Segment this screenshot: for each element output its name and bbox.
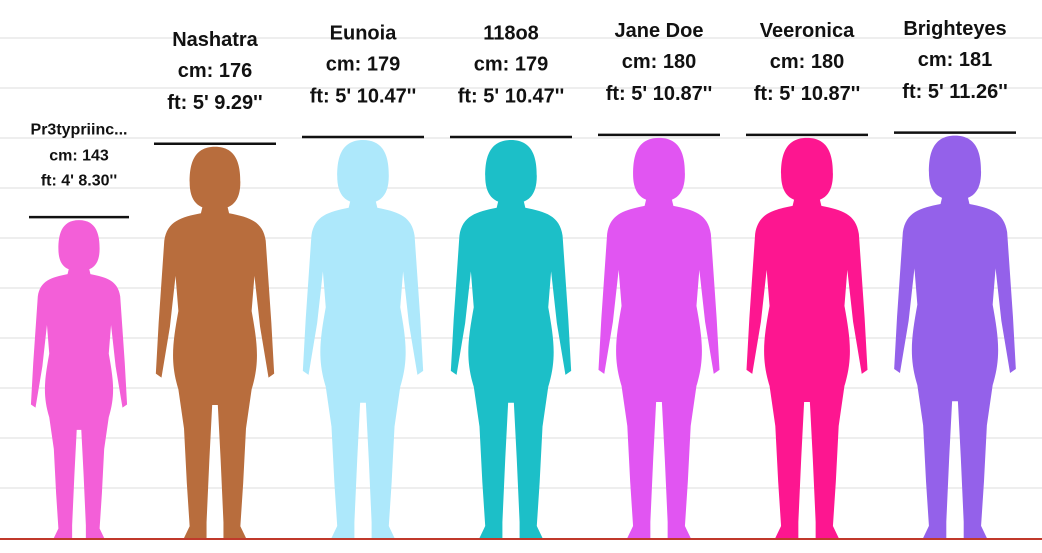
silhouette [894, 135, 1016, 538]
ft-label: ft: 5' 9.29'' [167, 92, 262, 114]
cm-label: cm: 179 [474, 53, 549, 75]
ft-label: ft: 5' 10.47'' [310, 85, 417, 107]
name-label: Brighteyes [903, 18, 1006, 40]
ft-label: ft: 5' 10.47'' [458, 85, 565, 107]
name-label: Nashatra [172, 29, 258, 51]
ft-label: ft: 4' 8.30'' [41, 172, 117, 189]
cm-label: cm: 143 [49, 147, 109, 164]
silhouette [155, 146, 275, 538]
cm-label: cm: 180 [622, 51, 697, 73]
name-label: Pr3typriinc... [31, 121, 128, 138]
ft-label: ft: 5' 10.87'' [606, 83, 713, 105]
name-label: Eunoia [330, 22, 398, 44]
ft-label: ft: 5' 10.87'' [754, 83, 861, 105]
silhouette [746, 137, 868, 538]
cm-label: cm: 176 [178, 60, 253, 82]
name-label: Veeronica [760, 20, 855, 42]
name-label: 118o8 [483, 22, 539, 44]
silhouette [302, 140, 424, 538]
silhouette [450, 140, 572, 538]
cm-label: cm: 181 [918, 49, 993, 71]
cm-label: cm: 179 [326, 53, 401, 75]
name-label: Jane Doe [615, 20, 704, 42]
silhouette [30, 220, 128, 538]
cm-label: cm: 180 [770, 51, 845, 73]
ft-label: ft: 5' 11.26'' [902, 81, 1007, 103]
silhouette [598, 137, 720, 538]
